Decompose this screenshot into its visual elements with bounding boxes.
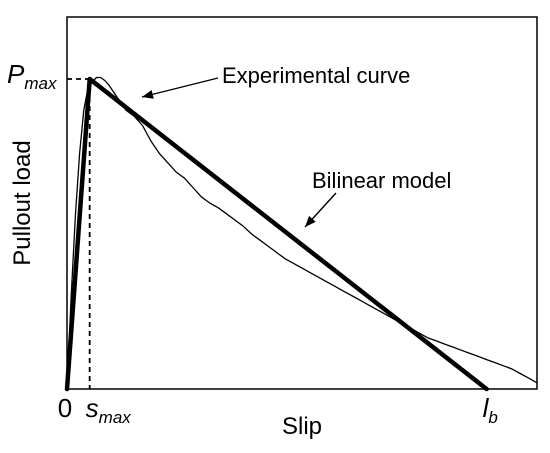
series-group (64, 76, 538, 392)
bilinear-model-label: Bilinear model (312, 168, 451, 193)
reference-lines (67, 78, 91, 389)
x-tick-2: lb (483, 393, 498, 427)
bilinear-model-line (64, 76, 489, 392)
experimental-curve-line (66, 76, 538, 390)
plot-frame (66, 16, 538, 390)
x-tick-1: smax (86, 393, 132, 427)
tick-labels: 0 smax lb Pmax (7, 59, 498, 427)
bilinear-model-arrow-head (305, 215, 316, 227)
y-tick-0: Pmax (7, 59, 57, 93)
annotation-arrows (141, 77, 337, 228)
experimental-curve-arrow-shaft (141, 77, 219, 98)
x-tick-0: 0 (58, 393, 72, 423)
experimental-curve-label: Experimental curve (222, 63, 410, 88)
y-axis-title: Pullout load (9, 140, 36, 265)
x-axis-title: Slip (282, 413, 322, 440)
experimental-curve-arrow-head (142, 89, 154, 99)
